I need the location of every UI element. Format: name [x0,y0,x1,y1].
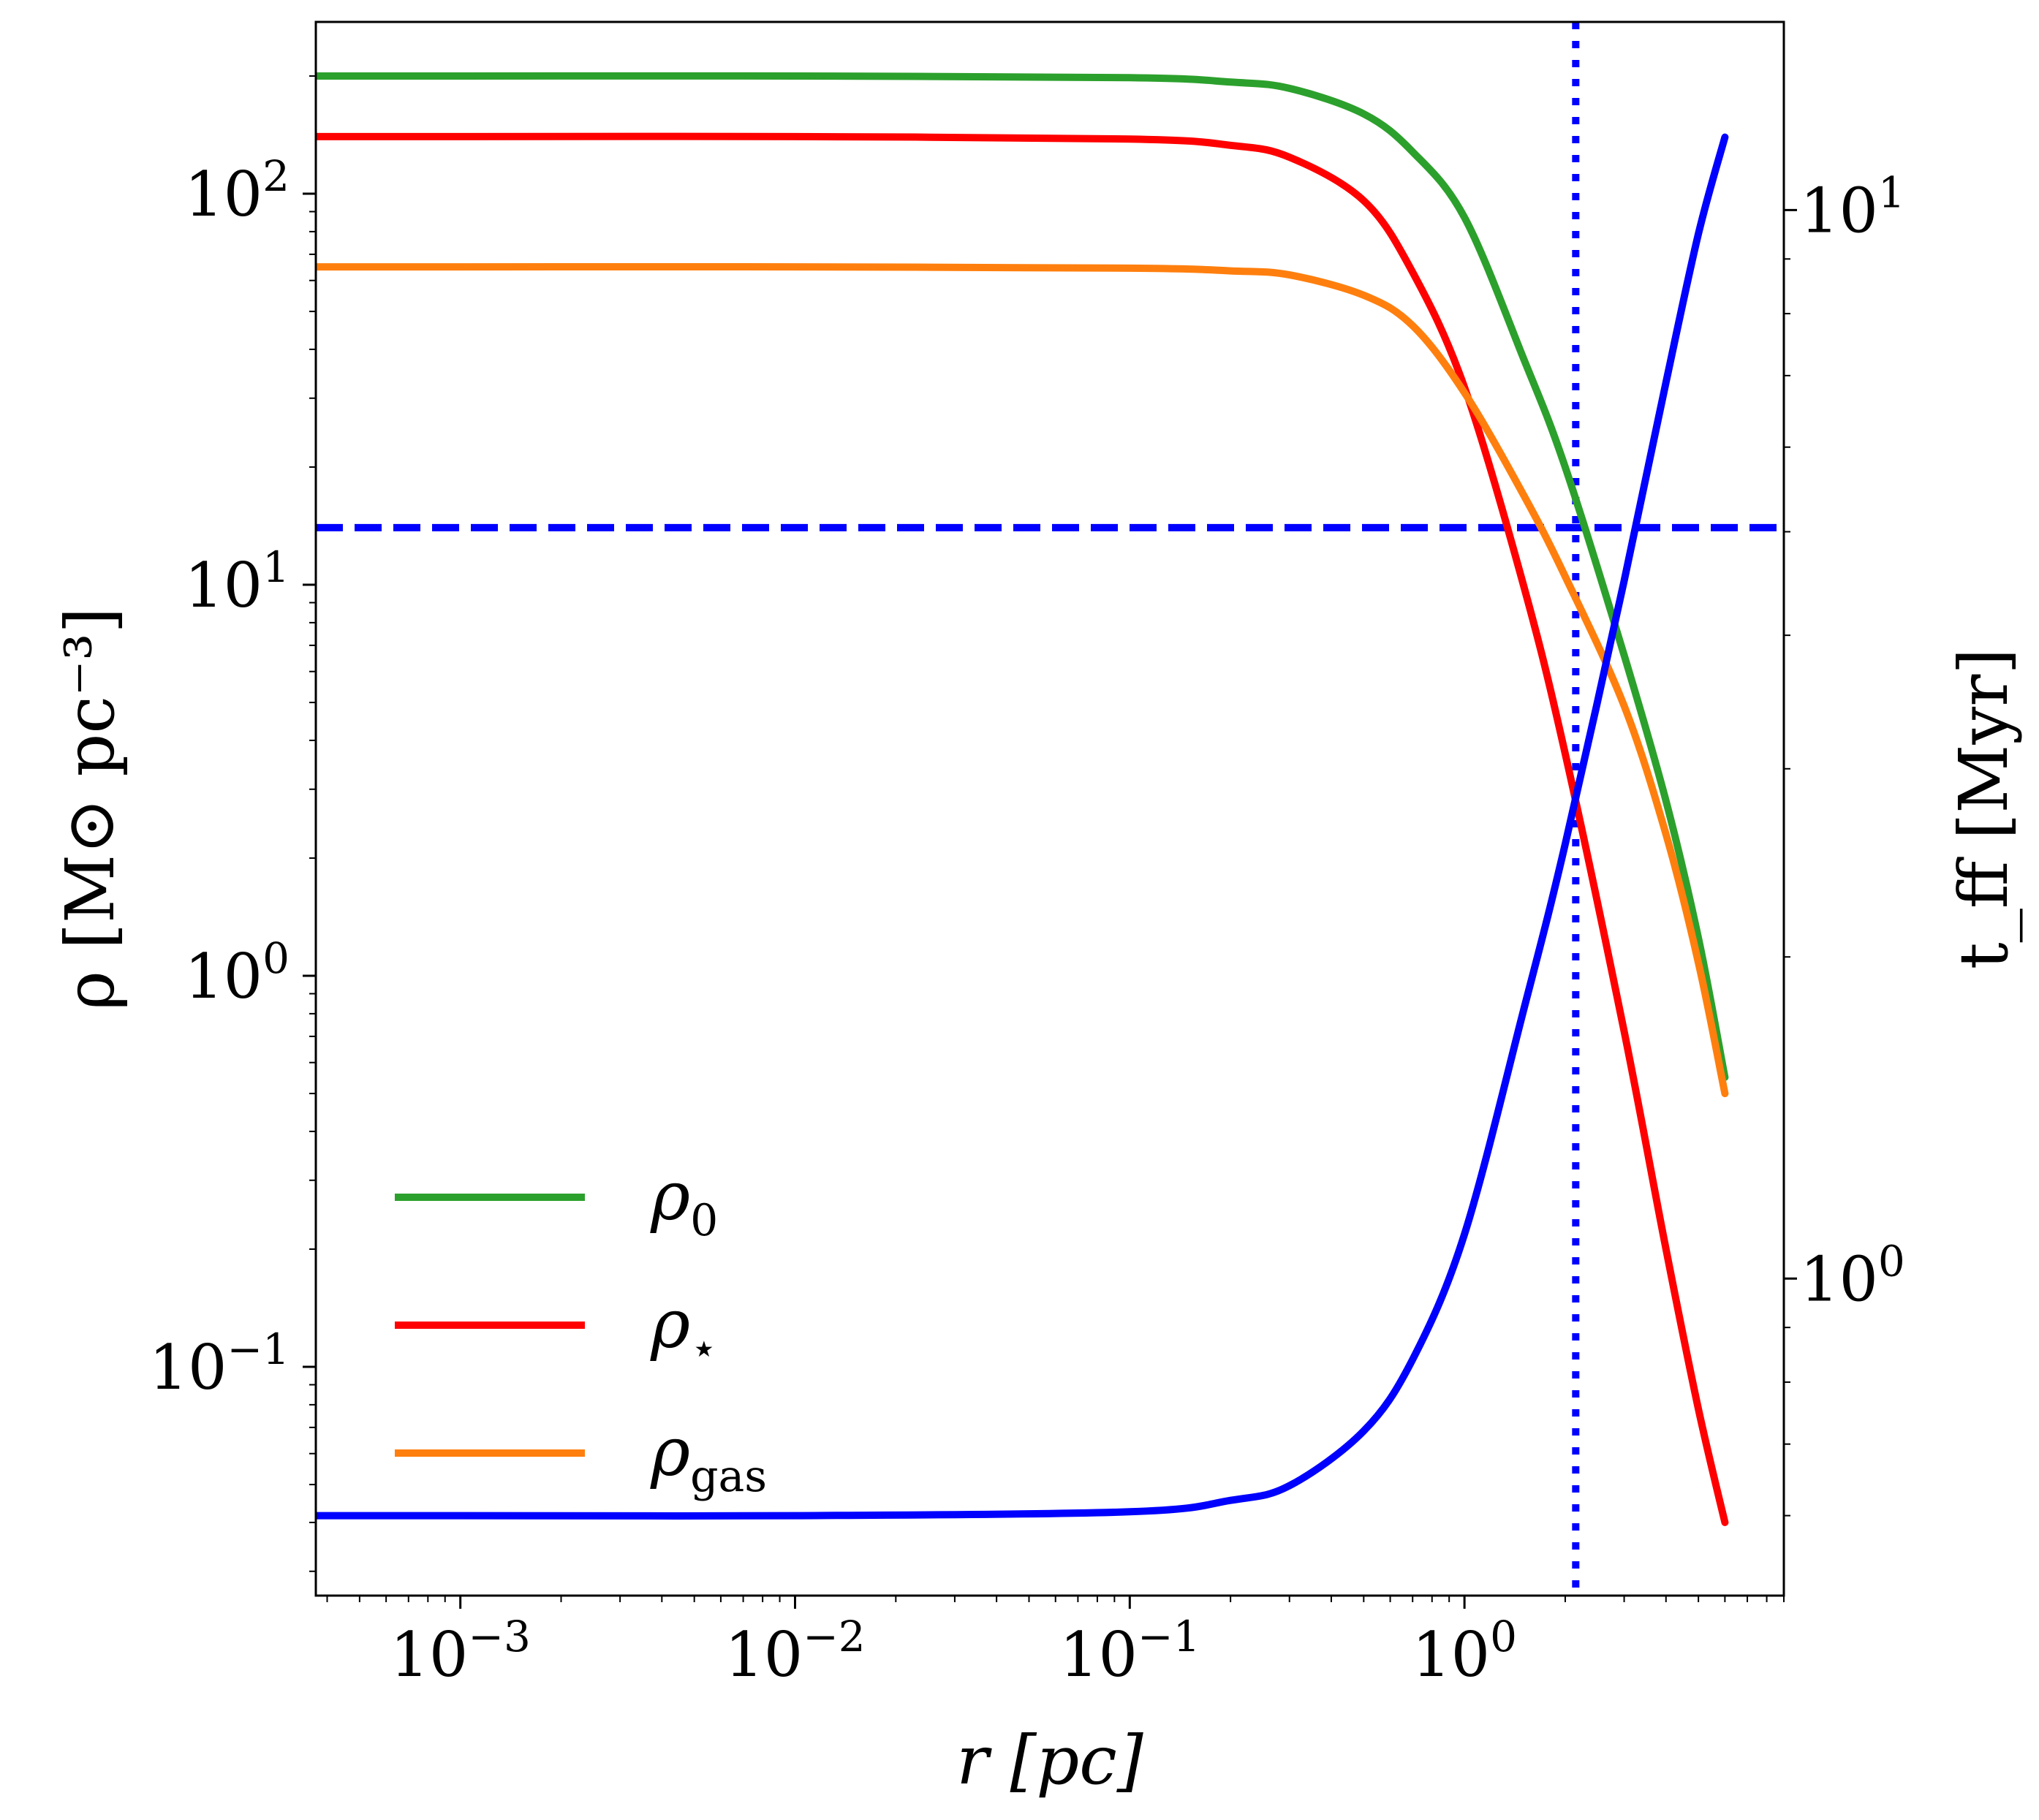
y-tick-label-3-base: 10 [184,159,262,230]
y-tick-label-0-base: 10 [149,1332,227,1403]
y2-tick-label-0: 100 [1800,1236,1905,1315]
x-tick-label-0-base: 10 [390,1619,468,1691]
y-tick-label-1-exponent: 0 [262,933,290,983]
legend-label-0-subscript: 0 [690,1195,718,1246]
legend-label-1-subscript: ⋆ [690,1323,718,1374]
y-tick-label-3-exponent: 2 [262,151,290,201]
y-tick-label-1: 100 [184,933,290,1012]
x-tick-label-1-exponent: −2 [803,1612,866,1661]
x-tick-label-3-base: 10 [1412,1619,1490,1691]
y-tick-label-0-exponent: −1 [227,1324,290,1374]
legend-label-2: ρgas [650,1413,767,1502]
y2-tick-label-0-exponent: 0 [1878,1236,1905,1286]
y-tick-label-0: 10−1 [149,1324,290,1403]
y-axis-title: ρ [M⊙ pc⁻³] [51,607,129,1011]
y-tick-label-2-exponent: 1 [262,542,290,592]
x-tick-label-2: 10−1 [1059,1612,1200,1691]
series-line-1 [316,132,1729,1526]
legend-label-2-symbol: ρ [650,1413,690,1491]
series-line-0 [316,72,1729,1081]
x-axis-title: r [pc] [956,1721,1143,1800]
legend-label-1: ρ⋆ [650,1285,718,1374]
x-tick-label-0: 10−3 [390,1612,530,1691]
legend: ρ0ρ⋆ρgas [395,1157,767,1502]
x-tick-label-2-exponent: −1 [1138,1612,1200,1661]
series-line-3 [316,133,1729,1520]
legend-label-0-symbol: ρ [650,1157,690,1235]
y2-tick-label-1-exponent: 1 [1878,167,1905,217]
legend-label-1-symbol: ρ [650,1285,690,1363]
legend-label-0: ρ0 [650,1157,718,1246]
y-tick-label-2-base: 10 [184,550,262,621]
y2-tick-label-0-base: 10 [1800,1243,1878,1315]
x-tick-label-1-base: 10 [725,1619,803,1691]
x-tick-label-0-exponent: −3 [468,1612,531,1661]
y-tick-label-1-base: 10 [184,941,262,1012]
series-lines [316,72,1729,1526]
x-tick-label-3-exponent: 0 [1490,1612,1517,1661]
x-tick-label-1: 10−2 [725,1612,865,1691]
y-tick-label-3: 102 [184,151,290,230]
y2-axis-title: t_ff [Myr] [1945,648,2023,970]
plot-frame [314,20,1785,1597]
legend-label-2-subscript: gas [690,1451,767,1502]
x-tick-label-2-base: 10 [1059,1619,1138,1691]
y2-tick-label-1-base: 10 [1800,175,1878,246]
reference-lines [316,22,1784,1596]
y2-tick-label-1: 101 [1800,167,1905,246]
y-tick-label-2: 101 [184,542,290,621]
series-line-2 [316,262,1729,1098]
x-tick-label-3: 100 [1412,1612,1517,1691]
